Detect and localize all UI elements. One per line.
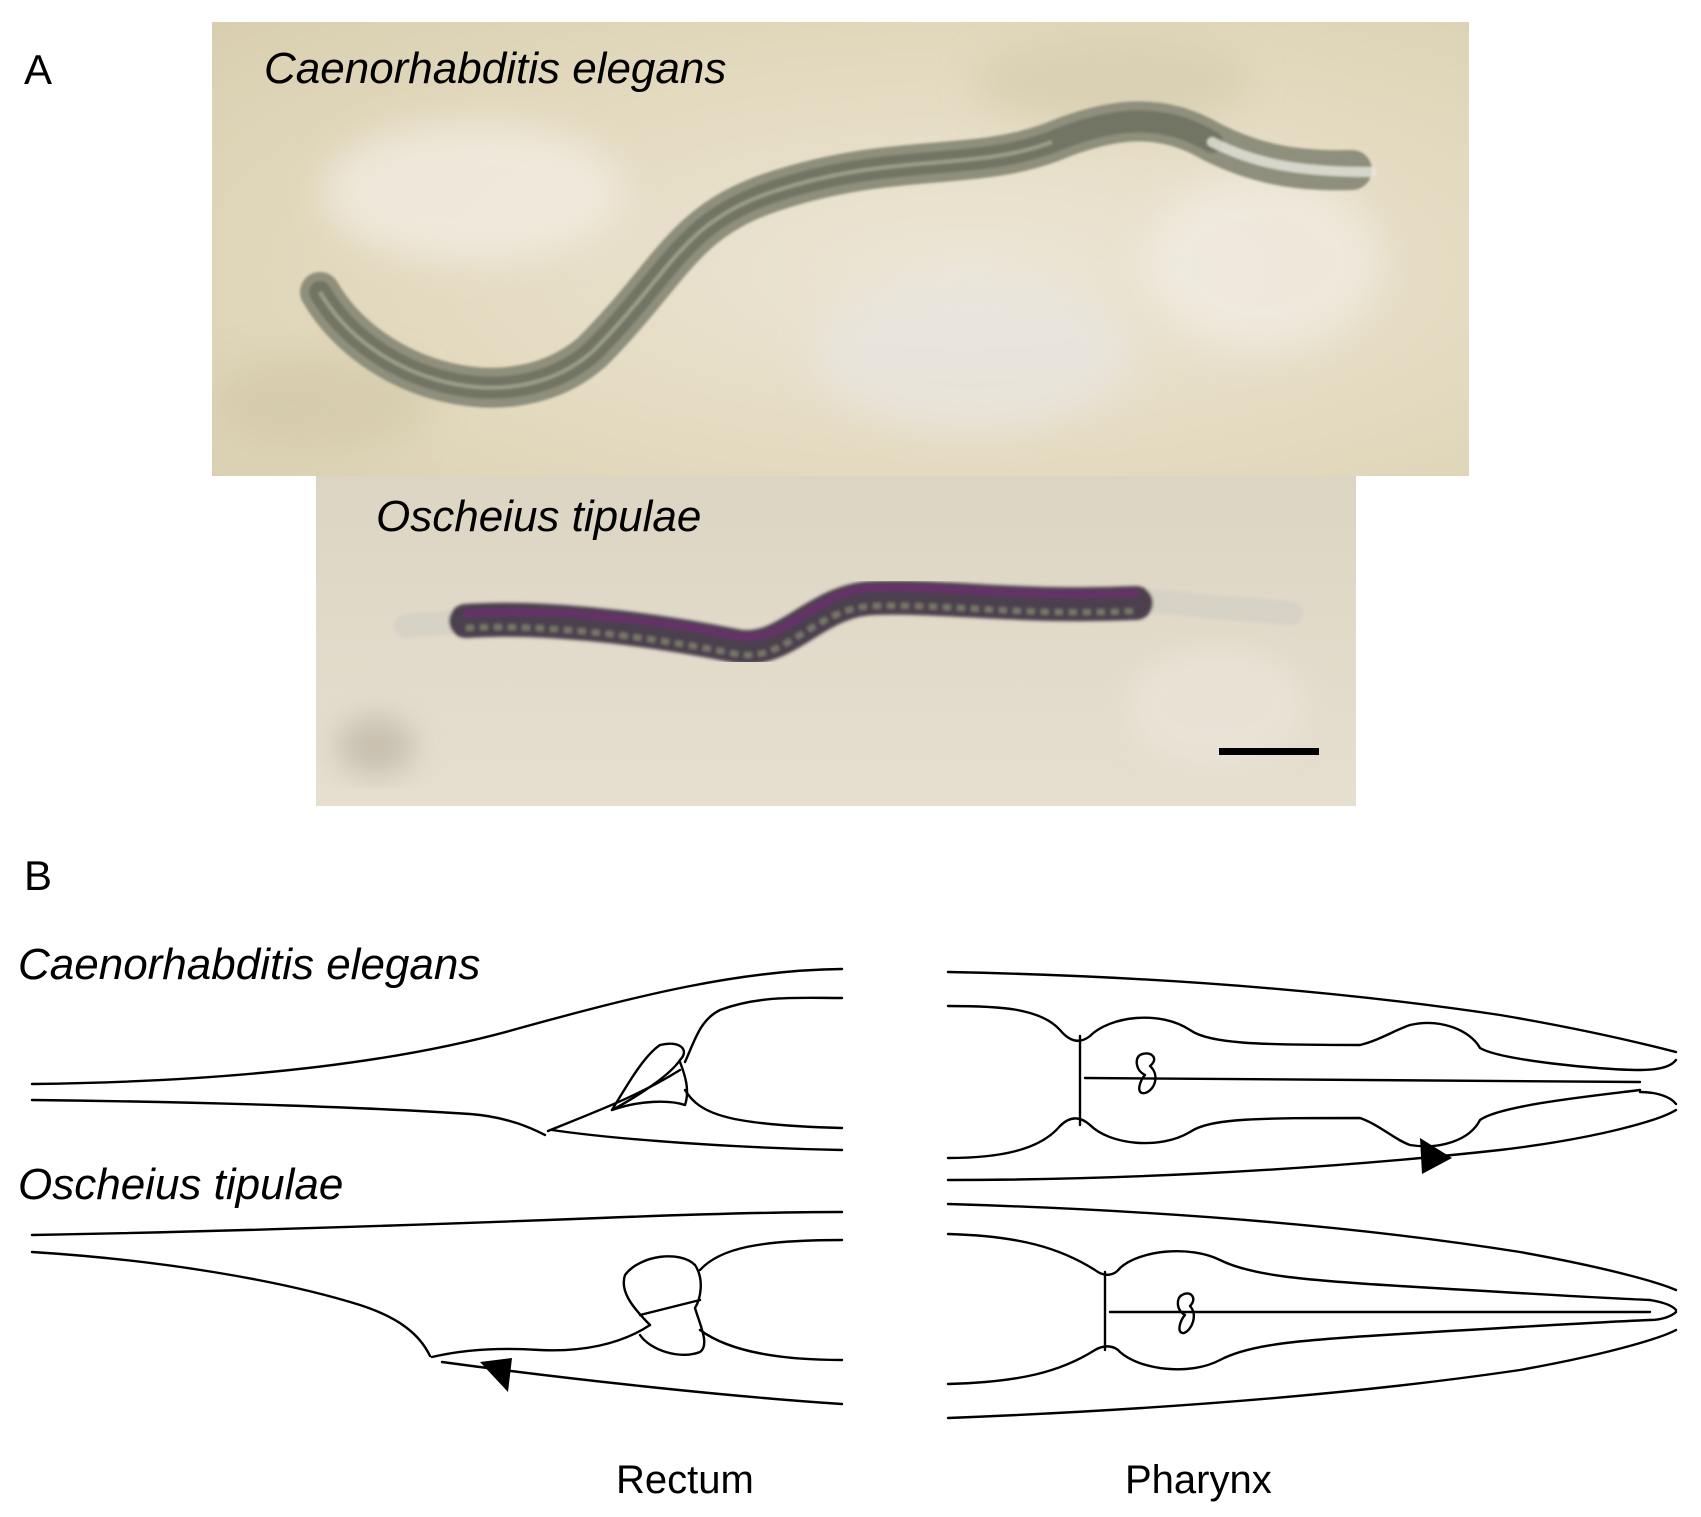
rectum-drawing-oscheius-tipulae: [30, 1210, 844, 1406]
pharynx-drawing-oscheius-tipulae: [946, 1202, 1678, 1420]
pharynx-drawing-caenorhabditis-elegans: [946, 970, 1678, 1182]
worm-caenorhabditis-elegans: [300, 101, 1377, 408]
caption-rectum: Rectum: [616, 1458, 754, 1502]
row-label-caenorhabditis-elegans: Caenorhabditis elegans: [18, 940, 481, 989]
rectum-drawing-caenorhabditis-elegans: [30, 967, 844, 1152]
panel-a-letter: A: [24, 46, 53, 93]
photo-label-oscheius-tipulae: Oscheius tipulae: [376, 492, 702, 541]
photo-label-caenorhabditis-elegans: Caenorhabditis elegans: [264, 44, 727, 93]
row-label-oscheius-tipulae: Oscheius tipulae: [18, 1160, 344, 1209]
caption-pharynx: Pharynx: [1125, 1458, 1272, 1502]
photo-oscheius-tipulae: Oscheius tipulae: [316, 476, 1356, 806]
photo-caenorhabditis-elegans: Caenorhabditis elegans: [212, 22, 1469, 476]
panel-b-letter: B: [24, 852, 53, 899]
worm-oscheius-tipulae: [394, 580, 1303, 665]
scale-bar: [1219, 748, 1319, 755]
